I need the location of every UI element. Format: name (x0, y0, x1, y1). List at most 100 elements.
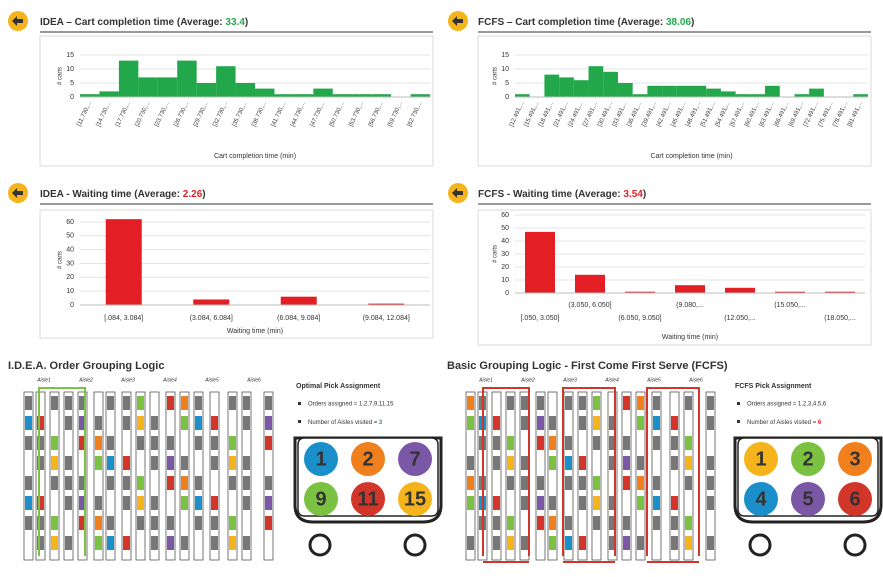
rack-strip (209, 391, 220, 561)
bullet (298, 420, 301, 423)
y-tick-label: 15 (66, 52, 74, 59)
rack-slot (493, 436, 500, 450)
bar (809, 88, 824, 97)
rack-slot (151, 436, 158, 450)
rack-slot (653, 476, 660, 490)
rack-slot (229, 456, 236, 470)
rack-slot (579, 496, 586, 510)
rack-slot (181, 456, 188, 470)
bar (274, 94, 294, 97)
rack-slot (685, 396, 692, 410)
rack-strip (491, 391, 502, 561)
aisle-bracket (38, 387, 86, 556)
rack-slot (95, 456, 102, 470)
aisle-label: Aisle3 (562, 377, 577, 383)
bar (853, 94, 868, 97)
bar (313, 88, 333, 97)
rack-slot (609, 516, 616, 530)
bar (575, 274, 605, 293)
y-tick-label: 10 (66, 288, 74, 295)
aisle-label: Aisle1 (36, 377, 51, 383)
bar (368, 303, 405, 305)
aisle-label: Aisle4 (162, 377, 177, 383)
rack-slot (167, 536, 174, 550)
rack-slot (623, 436, 630, 450)
rack-slot (521, 456, 528, 470)
aisles-visited: Number of Aisles visited = 3 (308, 420, 383, 426)
order-badge (351, 482, 385, 516)
chart-frame (477, 35, 872, 167)
rack-slot (79, 416, 86, 430)
y-tick-label: 5 (505, 80, 509, 87)
rack-slot (79, 436, 86, 450)
rack-slot (565, 516, 572, 530)
aisle-bracket (646, 387, 700, 556)
title-close: ) (202, 189, 205, 200)
rack-slot (123, 456, 130, 470)
rack-slot (95, 416, 102, 430)
rack-slot (579, 536, 586, 550)
rack-slot (493, 536, 500, 550)
y-tick-label: 0 (70, 94, 74, 101)
rack-slot (593, 516, 600, 530)
order-number: 11 (357, 488, 378, 510)
bar (352, 94, 372, 97)
assignment-title: FCFS Pick Assignment (735, 383, 812, 390)
rack-slot (549, 456, 556, 470)
order-badge (744, 442, 778, 476)
nav-icon-arrow (452, 188, 463, 198)
orders-text: Orders assigned = 1,2,3,4,5,6 (747, 402, 827, 408)
bar (691, 85, 707, 97)
aisle-label: Aisle6 (246, 377, 261, 383)
bar (588, 66, 604, 97)
rack-slot (653, 496, 660, 510)
rack-slot (609, 456, 616, 470)
rack-slot (229, 536, 236, 550)
rack-strip (93, 391, 104, 561)
rack-slot (537, 476, 544, 490)
nav-icon-arrow (452, 16, 463, 26)
rack-slot (565, 396, 572, 410)
rack-slot (65, 456, 72, 470)
rack-slot (243, 496, 250, 510)
bar (177, 60, 197, 97)
rack-slot (467, 496, 474, 510)
rack-slot (25, 436, 32, 450)
rack-slot (685, 436, 692, 450)
cart-wheel (308, 533, 332, 557)
title-text: FCFS - Waiting time (Average: (478, 189, 623, 200)
bullet (737, 402, 740, 405)
order-number: 5 (802, 488, 813, 510)
rack-slot (167, 436, 174, 450)
bar (371, 94, 392, 97)
rack-slot (637, 476, 644, 490)
order-badge (838, 482, 872, 516)
rack-slot (25, 476, 32, 490)
y-tick-label: 0 (505, 94, 509, 101)
rack-slot (243, 456, 250, 470)
rack-slot (51, 436, 58, 450)
rack-slot (229, 476, 236, 490)
rack-slot (265, 516, 272, 530)
rack-slot (671, 416, 678, 430)
rack-slot (211, 456, 218, 470)
rack-slot (623, 516, 630, 530)
cart-wheel (403, 533, 427, 557)
bar (775, 291, 805, 293)
diagram-title: Basic Grouping Logic - First Come First … (447, 360, 728, 372)
rack-slot (579, 456, 586, 470)
x-tick-label: (9.084, 12.084] (363, 315, 410, 322)
orders-text: Orders assigned = 1,2,7,9,11,15 (308, 402, 394, 408)
x-axis-label: Cart completion time (min) (650, 153, 732, 160)
rack-slot (229, 396, 236, 410)
bar (515, 94, 530, 97)
rack-slot (565, 536, 572, 550)
rack-slot (151, 416, 158, 430)
order-badge (398, 482, 432, 516)
x-axis-label: Cart completion time (min) (214, 153, 296, 160)
bar (138, 77, 158, 97)
rack-slot (51, 516, 58, 530)
rack-slot (685, 456, 692, 470)
aisles-text: Number of Aisles visited = (747, 420, 818, 426)
rack-slot (493, 516, 500, 530)
